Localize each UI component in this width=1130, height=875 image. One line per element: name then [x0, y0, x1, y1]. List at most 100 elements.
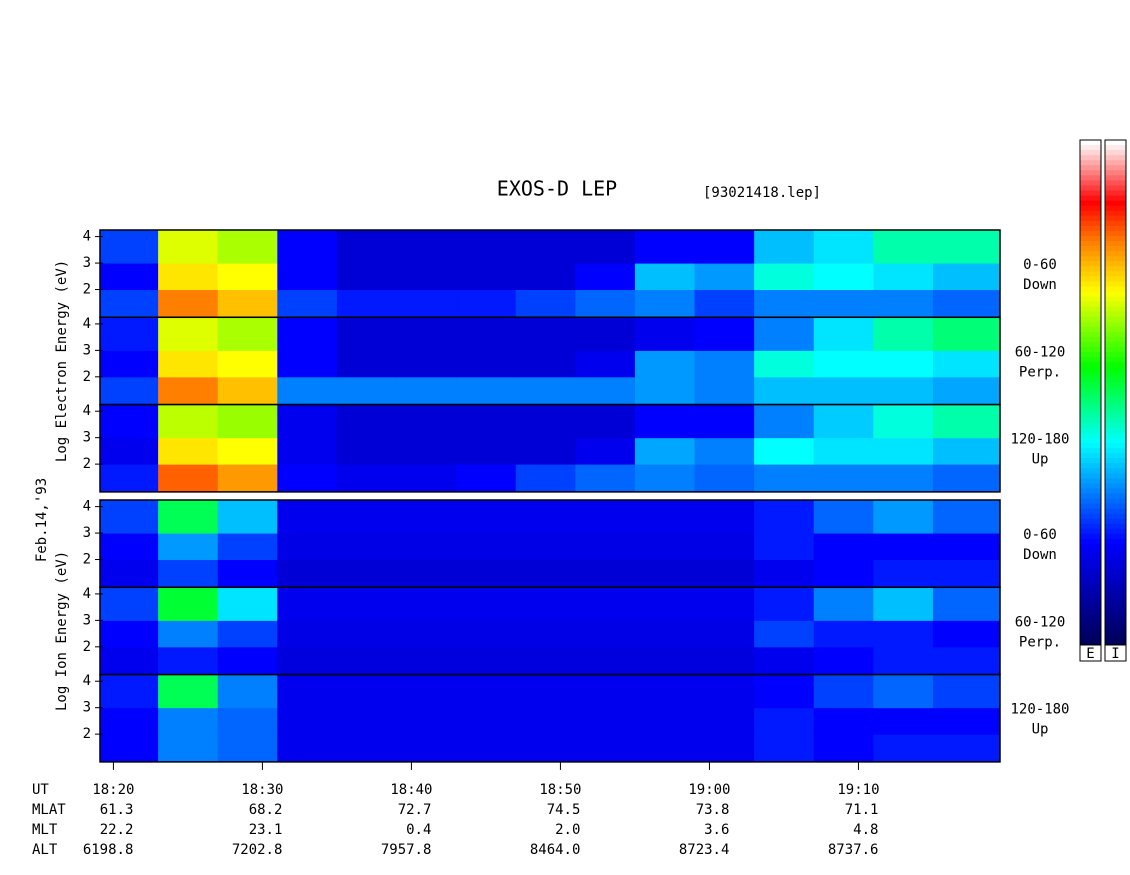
date-label: Feb.14,'93 — [34, 478, 50, 562]
heat-cell — [515, 437, 576, 465]
heat-cell — [634, 437, 696, 465]
colorbar-cell — [1080, 336, 1101, 343]
heat-cell — [100, 734, 159, 763]
heat-cell — [694, 404, 755, 439]
y-tick-label: 3 — [83, 700, 91, 716]
heat-cell — [873, 620, 934, 648]
colorbar-cell — [1105, 200, 1126, 207]
chart-subtitle: [93021418.lep] — [703, 185, 821, 201]
heat-cell — [694, 734, 755, 763]
heat-cell — [158, 533, 219, 561]
heat-cell — [277, 559, 338, 588]
heat-cell — [100, 289, 159, 318]
heat-cell — [396, 464, 457, 493]
heat-cell — [575, 587, 636, 621]
heat-cell — [634, 350, 696, 378]
colorbar-cell — [1105, 589, 1126, 595]
colorbar-cell — [1105, 387, 1126, 393]
y-tick-label: 3 — [83, 342, 91, 358]
heat-cell — [100, 533, 159, 561]
heat-cell — [217, 646, 278, 676]
heat-cell — [277, 263, 338, 291]
heat-cell — [813, 734, 874, 763]
heat-cell — [456, 464, 517, 493]
heat-cell — [754, 559, 815, 588]
colorbar-cell — [1080, 190, 1101, 197]
colorbar-cell — [1105, 392, 1126, 399]
colorbar-cell — [1105, 564, 1126, 570]
colorbar-cell — [1080, 549, 1101, 555]
colorbar-cell — [1080, 301, 1101, 308]
colorbar-cell — [1080, 357, 1101, 363]
heat-cell — [754, 317, 815, 351]
heat-cell — [100, 464, 159, 493]
colorbar-cell — [1080, 175, 1101, 181]
heat-cell — [100, 500, 159, 534]
heat-cell — [932, 559, 1001, 588]
heat-cell — [873, 376, 934, 406]
heat-cell — [694, 263, 755, 291]
colorbar-cell — [1105, 347, 1126, 353]
y-tick-label: 4 — [83, 403, 91, 419]
y-tick-label: 2 — [83, 456, 91, 472]
heat-cell — [754, 263, 815, 291]
heat-cell — [456, 500, 517, 534]
heat-cell — [396, 289, 457, 318]
colorbar-cell — [1105, 594, 1126, 601]
heat-cell — [100, 559, 159, 588]
heat-cell — [217, 263, 278, 291]
heat-cell — [813, 350, 874, 378]
heat-cell — [932, 620, 1001, 648]
colorbar-cell — [1080, 306, 1101, 313]
panel-label: 0-60 — [1023, 527, 1057, 543]
y-tick-label: 4 — [83, 229, 91, 245]
orbit-value: 3.6 — [704, 822, 729, 838]
heat-cell — [158, 376, 219, 406]
colorbar-cell — [1105, 432, 1126, 439]
colorbar-cell — [1105, 296, 1126, 303]
colorbar-cell — [1080, 392, 1101, 399]
colorbar-cell — [1080, 448, 1101, 454]
heat-cell — [813, 317, 874, 351]
colorbar-cell — [1080, 225, 1101, 232]
heat-cell — [336, 404, 398, 439]
orbit-value: 74.5 — [547, 802, 581, 818]
heat-cell — [100, 437, 159, 465]
colorbar-cell — [1105, 281, 1126, 287]
colorbar-cell — [1080, 382, 1101, 388]
panel-frame — [99, 673, 1001, 763]
colorbar-cell — [1080, 629, 1101, 636]
colorbar-cell — [1080, 554, 1101, 560]
heat-cell — [158, 289, 219, 318]
x-tick-label: 18:50 — [539, 782, 581, 798]
heat-cell — [396, 437, 457, 465]
x-tick-label: 18:30 — [241, 782, 283, 798]
heat-cell — [932, 289, 1001, 318]
colorbar-cell — [1105, 478, 1126, 484]
heat-cell — [932, 437, 1001, 465]
heat-cell — [694, 289, 755, 318]
heat-cell — [100, 674, 159, 709]
heat-cell — [217, 350, 278, 378]
colorbar-cell — [1080, 291, 1101, 298]
colorbar-cell — [1080, 160, 1101, 166]
heat-cell — [873, 317, 934, 351]
y-tick-label: 4 — [83, 673, 91, 689]
heat-cell — [396, 376, 457, 406]
heat-cell — [754, 289, 815, 318]
heat-cell — [277, 317, 338, 351]
heat-cell — [575, 559, 636, 588]
heat-cell — [277, 620, 338, 648]
colorbar-cell — [1080, 241, 1101, 247]
colorbar-cell — [1080, 180, 1101, 186]
heat-cell — [694, 587, 755, 621]
heat-cell — [336, 317, 398, 351]
colorbar-cell — [1105, 256, 1126, 262]
heat-cell — [694, 620, 755, 648]
heat-cell — [217, 437, 278, 465]
colorbar-cell — [1080, 422, 1101, 429]
colorbar-cell — [1105, 230, 1126, 237]
heat-cell — [396, 707, 457, 735]
colorbar-cell — [1080, 589, 1101, 595]
heat-cell — [515, 317, 576, 351]
